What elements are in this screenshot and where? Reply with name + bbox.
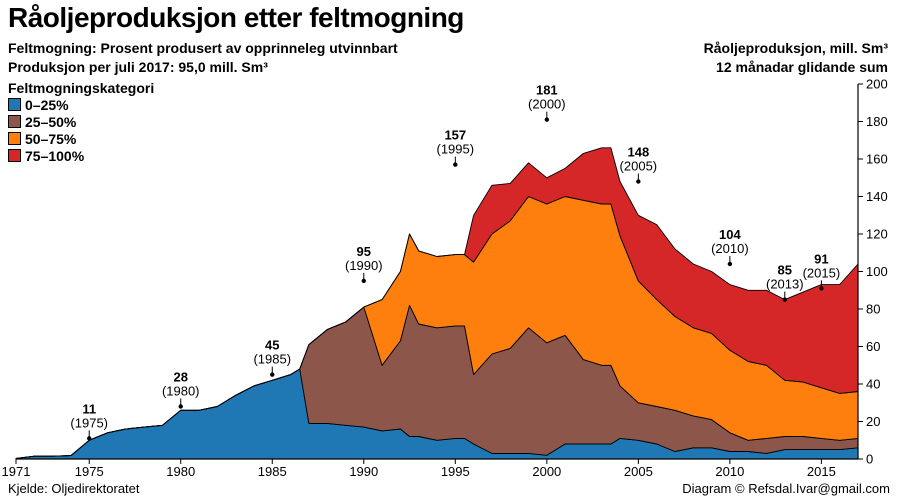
y-tick-label: 100 xyxy=(866,264,888,279)
legend: Feltmogningskategori 0–25% 25–50% 50–75%… xyxy=(8,80,154,164)
annotation-year: (1980) xyxy=(162,384,200,399)
annotation-year: (1995) xyxy=(437,142,475,157)
annotation-year: (1990) xyxy=(345,258,383,273)
y-tick-label: 120 xyxy=(866,227,888,242)
y-tick-label: 80 xyxy=(866,302,880,317)
legend-label-0-25: 0–25% xyxy=(25,96,69,113)
x-tick-label: 1980 xyxy=(166,464,195,479)
y-axis-label-window: 12 månadar glidande sum xyxy=(716,59,888,75)
y-tick-label: 40 xyxy=(866,377,880,392)
annotation-value: 28 xyxy=(174,370,188,385)
chart-subtitle-maturity: Feltmogning: Prosent produsert av opprin… xyxy=(8,40,398,56)
y-tick-label: 180 xyxy=(866,114,888,129)
x-tick-label: 2010 xyxy=(715,464,744,479)
y-tick-label: 20 xyxy=(866,414,880,429)
x-tick-label: 1975 xyxy=(75,464,104,479)
legend-swatch-25-50 xyxy=(8,115,21,128)
credit-note: Diagram © Refsdal.Ivar@gmail.com xyxy=(682,481,890,496)
annotation-value: 11 xyxy=(82,401,96,416)
x-tick-label: 1990 xyxy=(349,464,378,479)
annotation-year: (2010) xyxy=(711,241,749,256)
annotation-value: 157 xyxy=(444,128,466,143)
y-tick-label: 140 xyxy=(866,189,888,204)
annotation-value: 104 xyxy=(719,227,741,242)
annotation-year: (1985) xyxy=(253,352,291,367)
x-tick-label: 2000 xyxy=(532,464,561,479)
annotation-year: (1975) xyxy=(70,415,108,430)
y-axis-label-unit: Råoljeproduksjon, mill. Sm³ xyxy=(703,40,888,56)
annotation-value: 85 xyxy=(778,263,792,278)
annotation-value: 181 xyxy=(536,83,558,98)
annotation-value: 95 xyxy=(357,244,371,259)
legend-item-25-50: 25–50% xyxy=(8,113,154,130)
x-tick-label: 1985 xyxy=(258,464,287,479)
legend-item-0-25: 0–25% xyxy=(8,96,154,113)
annotation-year: (2000) xyxy=(528,97,566,112)
annotation-year: (2005) xyxy=(620,159,658,174)
annotation-value: 91 xyxy=(814,251,828,266)
legend-label-75-100: 75–100% xyxy=(25,147,85,164)
annotation-value: 148 xyxy=(627,145,649,160)
legend-swatch-75-100 xyxy=(8,149,21,162)
y-tick-label: 160 xyxy=(866,152,888,167)
legend-title: Feltmogningskategori xyxy=(8,80,155,96)
chart-subtitle-production: Produksjon per juli 2017: 95,0 mill. Sm³ xyxy=(8,59,268,75)
y-tick-label: 0 xyxy=(866,452,873,467)
x-tick-label: 1971 xyxy=(2,464,31,479)
legend-label-25-50: 25–50% xyxy=(25,113,77,130)
chart-title: Råoljeproduksjon etter feltmogning xyxy=(8,2,464,33)
source-note: Kjelde: Oljedirektoratet xyxy=(8,481,140,496)
legend-label-50-75: 50–75% xyxy=(25,130,77,147)
annotation-value: 45 xyxy=(265,338,279,353)
legend-item-75-100: 75–100% xyxy=(8,147,154,164)
legend-swatch-0-25 xyxy=(8,98,21,111)
y-tick-label: 200 xyxy=(866,77,888,92)
annotation-year: (2015) xyxy=(803,265,841,280)
y-tick-label: 60 xyxy=(866,339,880,354)
legend-item-50-75: 50–75% xyxy=(8,130,154,147)
annotation-year: (2013) xyxy=(766,277,804,292)
x-tick-label: 2005 xyxy=(624,464,653,479)
x-tick-label: 1995 xyxy=(441,464,470,479)
x-tick-label: 2015 xyxy=(807,464,836,479)
legend-swatch-50-75 xyxy=(8,132,21,145)
